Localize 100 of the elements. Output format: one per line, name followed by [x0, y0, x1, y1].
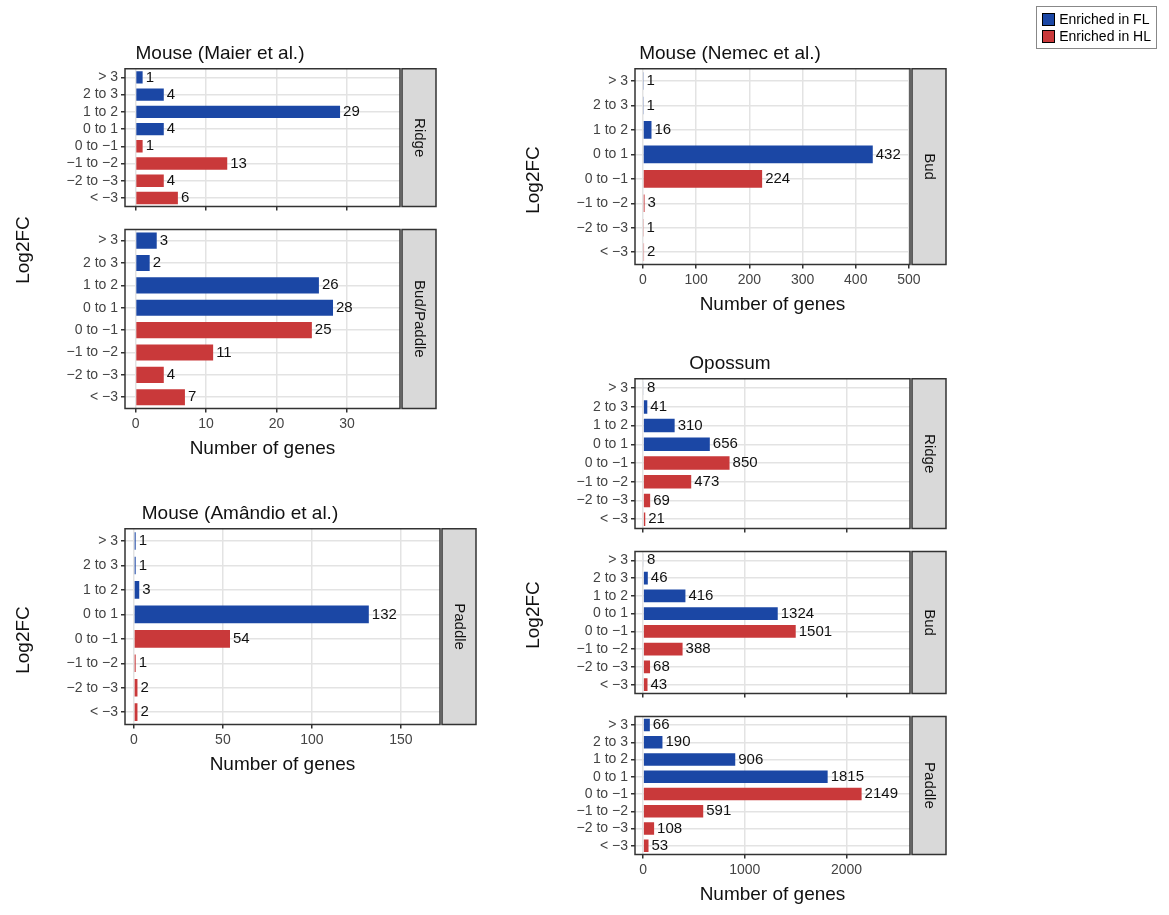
bar: [136, 174, 164, 187]
bar: [643, 839, 649, 852]
bar: [136, 299, 334, 316]
bar: [643, 678, 648, 692]
x-tick-label: 20: [268, 414, 285, 431]
bar: [643, 736, 663, 749]
y-tick-label: 0 to 1: [82, 119, 119, 136]
data-label: 29: [343, 102, 360, 119]
bar: [643, 624, 796, 638]
y-tick-label: < −3: [89, 388, 119, 405]
y-tick-label: < −3: [599, 243, 629, 260]
y-tick-label: −1 to −2: [66, 654, 119, 671]
y-tick-label: 0 to 1: [82, 298, 119, 315]
bar: [643, 437, 710, 452]
y-tick-label: 1 to 2: [592, 586, 629, 603]
y-tick-label: −2 to −3: [66, 365, 119, 382]
bar: [136, 366, 164, 383]
x-tick-label: 0: [131, 414, 140, 431]
bar: [136, 344, 214, 361]
data-label: 3: [159, 230, 169, 248]
x-tick-label: 0: [639, 270, 648, 287]
y-tick-label: 1 to 2: [592, 750, 629, 767]
data-label: 1: [138, 555, 148, 573]
bar: [136, 389, 185, 406]
chart-title: Mouse (Maier et al.): [135, 41, 305, 63]
x-axis-title: Number of genes: [699, 292, 846, 314]
bar: [643, 456, 730, 470]
text: Paddle: [921, 762, 939, 809]
data-label: 1: [138, 531, 148, 549]
y-tick-label: 2 to 3: [82, 556, 119, 573]
y-tick-label: −2 to −3: [576, 819, 629, 836]
y-axis-title: Log2FC: [521, 146, 544, 214]
y-tick-label: < −3: [599, 675, 629, 692]
legend-label: Enriched in HL: [1059, 28, 1151, 44]
y-tick-label: −2 to −3: [66, 171, 119, 188]
y-tick-label: 0 to −1: [74, 137, 119, 154]
x-tick-label: 500: [897, 270, 921, 287]
y-tick-label: 2 to 3: [82, 85, 119, 102]
bar: [643, 607, 778, 621]
bar: [643, 571, 648, 585]
data-label: 224: [765, 168, 791, 186]
text: Bud/Paddle: [411, 280, 429, 358]
data-label: 2149: [864, 784, 898, 802]
data-label: 2: [140, 702, 149, 720]
data-label: 1: [145, 67, 154, 85]
chart-title: Opossum: [689, 351, 771, 373]
y-tick-label: 2 to 3: [592, 568, 629, 585]
y-tick-label: 0 to −1: [584, 169, 629, 186]
data-label: 906: [738, 749, 764, 767]
y-tick-label: > 3: [608, 715, 629, 732]
text: Ridge: [411, 118, 429, 158]
bar: [136, 191, 178, 205]
bar: [136, 322, 312, 339]
y-tick-label: < −3: [89, 703, 119, 720]
y-tick-label: > 3: [608, 551, 629, 568]
data-label: 850: [732, 453, 758, 471]
bar: [643, 400, 648, 414]
data-label: 21: [648, 509, 665, 527]
x-tick-label: 0: [130, 730, 138, 747]
data-label: 1: [646, 95, 655, 113]
y-tick-label: −1 to −2: [576, 472, 629, 489]
data-label: 26: [321, 275, 339, 293]
x-tick-label: 1000: [729, 860, 761, 877]
y-tick-label: 1 to 2: [82, 102, 119, 119]
y-tick-label: 0 to 1: [592, 604, 629, 621]
data-label: 53: [651, 835, 669, 853]
bar: [643, 418, 675, 433]
y-tick-label: < −3: [89, 188, 119, 205]
x-tick-label: 50: [215, 730, 231, 747]
data-label: 432: [875, 144, 901, 162]
text: Bud: [921, 153, 939, 180]
data-label: 68: [653, 657, 670, 675]
data-label: 54: [233, 628, 250, 646]
y-tick-label: 1 to 2: [592, 416, 629, 433]
bar: [136, 140, 143, 153]
data-label: 43: [650, 674, 668, 692]
y-tick-label: −2 to −3: [66, 678, 119, 695]
bar: [643, 121, 652, 139]
bar: [643, 805, 704, 818]
x-tick-label: 2000: [830, 860, 863, 877]
data-label: 46: [650, 568, 668, 586]
y-tick-label: > 3: [98, 531, 119, 548]
y-tick-label: −2 to −3: [576, 657, 629, 674]
y-tick-label: > 3: [98, 68, 119, 85]
y-tick-label: 0 to 1: [592, 435, 629, 452]
bar: [643, 493, 651, 508]
x-axis-title: Number of genes: [189, 436, 336, 458]
y-tick-label: > 3: [608, 71, 629, 88]
bar: [643, 753, 736, 766]
data-label: 1: [138, 653, 148, 671]
y-tick-label: 0 to 1: [592, 767, 629, 784]
y-tick-label: 2 to 3: [592, 96, 629, 113]
bar: [136, 277, 319, 294]
data-label: 25: [314, 320, 332, 338]
x-tick-label: 100: [684, 270, 709, 287]
y-tick-label: 0 to 1: [592, 145, 629, 162]
chart-title: Mouse (Amândio et al.): [141, 501, 339, 523]
text: Bud: [921, 609, 939, 636]
data-label: 473: [694, 471, 720, 489]
bar: [643, 787, 862, 801]
